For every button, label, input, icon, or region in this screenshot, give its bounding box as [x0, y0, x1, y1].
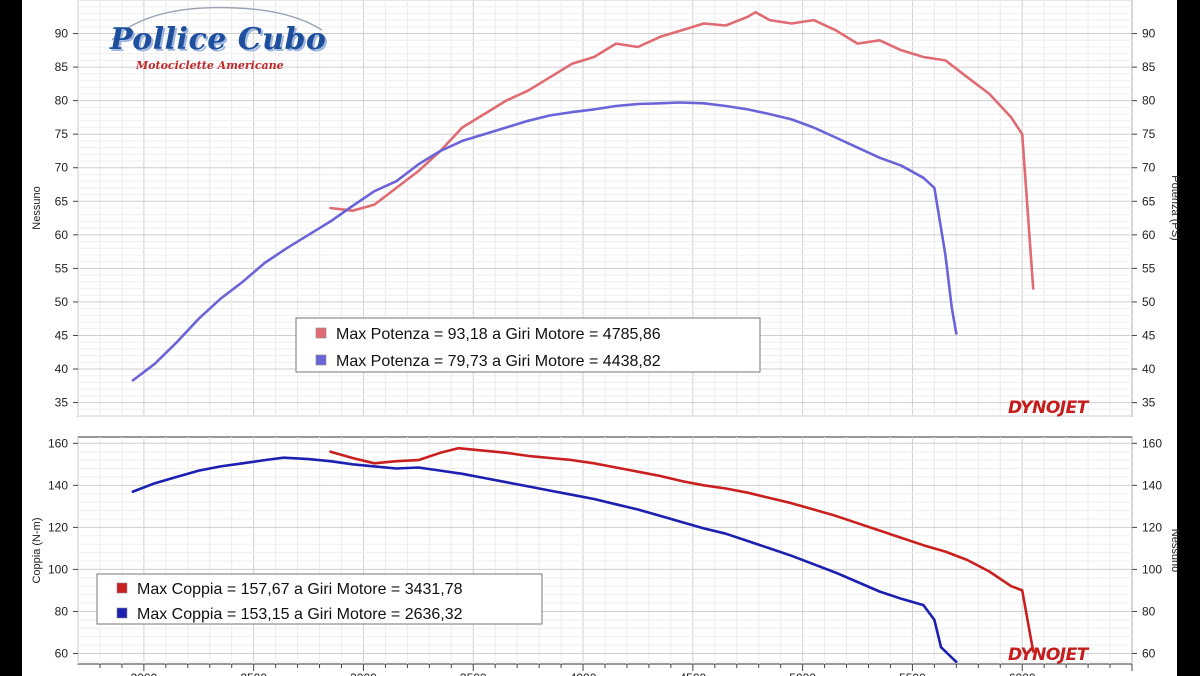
logo-subtitle: Motociclette Americane: [136, 59, 284, 72]
y-tick-label-right: 45: [1142, 328, 1156, 342]
y-tick-label-right: 140: [1142, 478, 1162, 492]
legend-box: [295, 317, 761, 373]
y-tick-label-right: 160: [1142, 436, 1162, 450]
series-line-1: [329, 10, 1035, 290]
y-tick-label-right: 120: [1142, 520, 1162, 534]
legend-label-2: Max Potenza = 79,73 a Giri Motore = 4438…: [336, 353, 661, 370]
x-tick-label: 6000: [1009, 671, 1036, 676]
y-tick-label-right: 60: [1142, 228, 1156, 242]
legend-swatch-2: [116, 607, 128, 619]
x-tick-label: 5500: [899, 671, 926, 676]
y-tick-label-left: 50: [55, 295, 69, 309]
x-tick-label: 4000: [570, 671, 597, 676]
legend-label-1: Max Coppia = 157,67 a Giri Motore = 3431…: [137, 581, 463, 598]
legend: Max Potenza = 93,18 a Giri Motore = 4785…: [295, 317, 761, 373]
legend-swatch-2: [315, 354, 327, 366]
y-tick-label-left: 100: [48, 562, 68, 576]
x-tick-label: 5000: [789, 671, 816, 676]
legend: Max Coppia = 157,67 a Giri Motore = 3431…: [96, 573, 543, 625]
x-tick-label: 2000: [131, 671, 158, 676]
y-tick-label-right: 60: [1142, 646, 1156, 660]
logo-title: Pollice Cubo: [110, 22, 327, 57]
y-tick-label-left: 160: [48, 436, 68, 450]
y-tick-label-left: 35: [55, 396, 69, 410]
dynojet-logo-top: DYNOJET: [1008, 398, 1088, 418]
y-tick-label-right: 85: [1142, 60, 1156, 74]
y-tick-label-right: 70: [1142, 161, 1156, 175]
y-axis-title-left: Nessuno: [31, 186, 43, 229]
legend-label-2: Max Coppia = 153,15 a Giri Motore = 2636…: [137, 606, 463, 623]
y-tick-label-left: 80: [55, 94, 69, 108]
y-tick-label-left: 55: [55, 261, 69, 275]
series-line-1: [329, 446, 1035, 653]
x-tick-label: 3000: [350, 671, 377, 676]
y-tick-label-left: 75: [55, 127, 69, 141]
legend-swatch-1: [315, 327, 327, 339]
y-axis-title-right: Nessuno: [1169, 529, 1181, 572]
y-tick-label-left: 90: [55, 27, 69, 41]
y-tick-label-right: 90: [1142, 27, 1156, 41]
x-tick-label: 3500: [460, 671, 487, 676]
y-tick-label-right: 75: [1142, 127, 1156, 141]
y-axis-title-left: Coppia (N-m): [31, 517, 43, 583]
y-tick-label-left: 65: [55, 194, 69, 208]
y-tick-label-left: 120: [48, 520, 68, 534]
y-tick-label-right: 100: [1142, 562, 1162, 576]
legend-label-1: Max Potenza = 93,18 a Giri Motore = 4785…: [336, 326, 661, 343]
y-tick-label-right: 80: [1142, 94, 1156, 108]
y-tick-label-left: 140: [48, 478, 68, 492]
y-tick-label-right: 55: [1142, 261, 1156, 275]
logo-swoosh-icon: [111, 6, 323, 41]
y-tick-label-right: 65: [1142, 194, 1156, 208]
y-tick-label-left: 40: [55, 362, 69, 376]
legend-box: [96, 573, 543, 625]
y-tick-label-right: 80: [1142, 604, 1156, 618]
y-tick-label-left: 70: [55, 161, 69, 175]
legend-swatch-1: [116, 582, 128, 594]
x-tick-label: 2500: [240, 671, 267, 676]
chart-1: 35 35 40 40 45 45 50 50 55 55 60 60 65 65 70 70 75 75 80 80…: [31, 0, 1181, 417]
y-tick-label-right: 35: [1142, 396, 1156, 410]
y-tick-label-right: 50: [1142, 295, 1156, 309]
chart-2: 60 60 80 80 100 100 120 120 140 140 160 160 2000 2500…: [31, 436, 1181, 676]
y-axis-title-right: Potenza (PS): [1169, 175, 1181, 240]
y-tick-label-left: 60: [55, 228, 69, 242]
series-line-2: [131, 456, 958, 664]
x-tick-label: 4500: [679, 671, 706, 676]
dynojet-logo-bottom: DYNOJET: [1008, 645, 1088, 665]
y-tick-label-left: 45: [55, 328, 69, 342]
series-line-2: [131, 101, 958, 382]
y-tick-label-left: 80: [55, 604, 69, 618]
y-tick-label-right: 40: [1142, 362, 1156, 376]
y-tick-label-left: 60: [55, 646, 69, 660]
y-tick-label-left: 85: [55, 60, 69, 74]
